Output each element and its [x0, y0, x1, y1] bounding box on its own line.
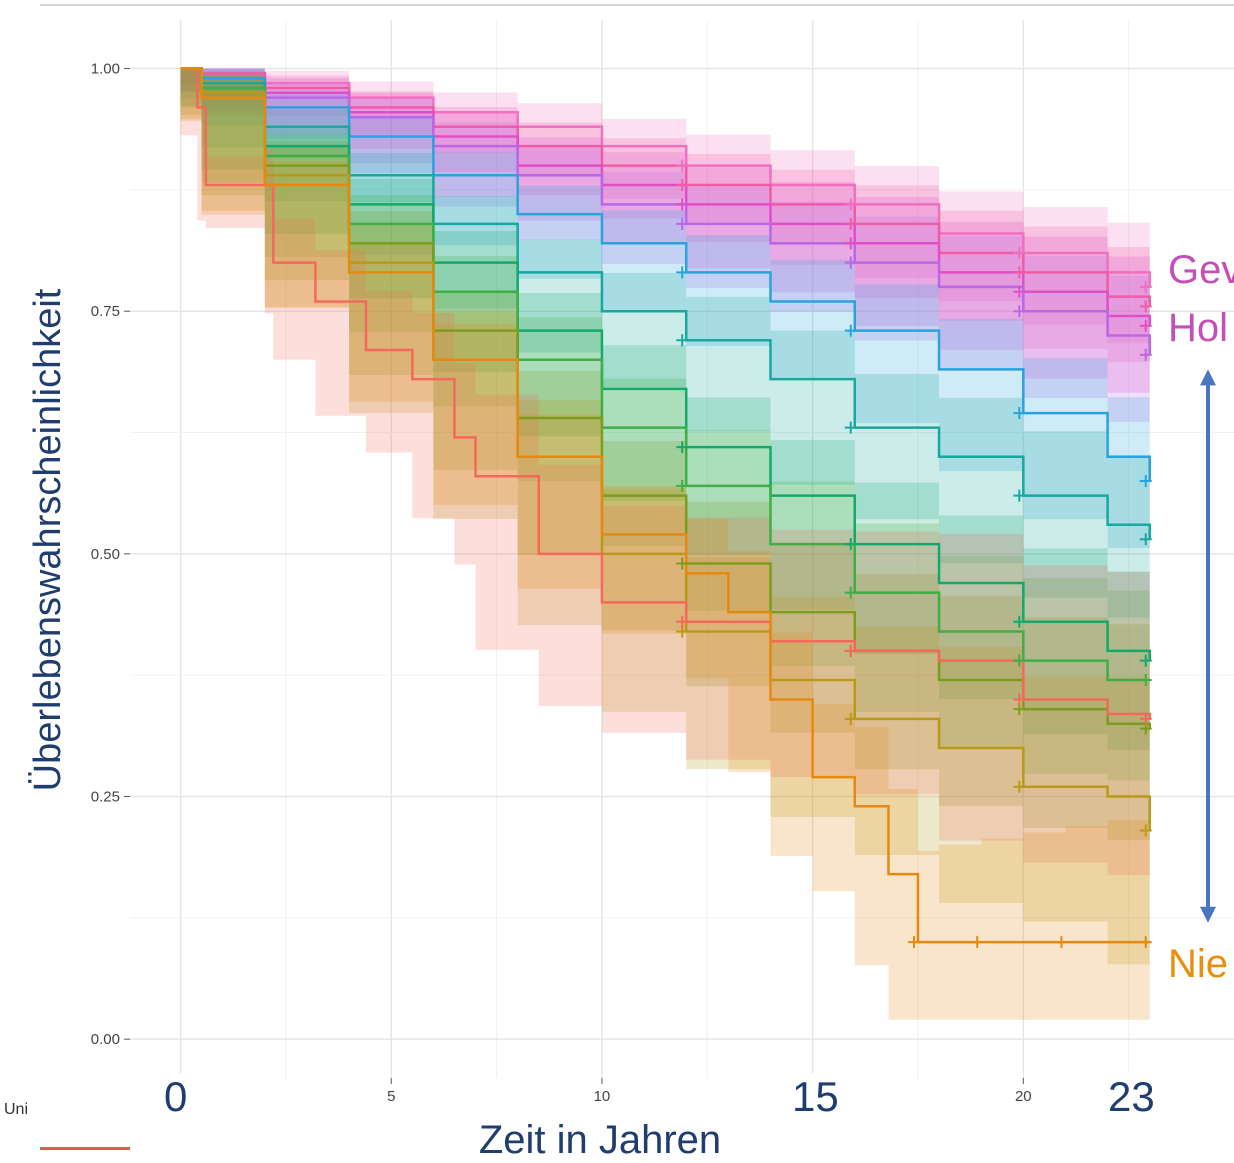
y-tick-label-4: 1.00 [91, 61, 120, 78]
annotation-high-line2: Hol [1168, 306, 1229, 350]
annotation-high-line1: Gev [1168, 248, 1234, 292]
band-4 [180, 68, 1150, 549]
censor-2-2 [844, 237, 857, 250]
censor-9-2 [844, 712, 857, 725]
range-arrow [1200, 369, 1216, 923]
band-0 [180, 68, 1150, 343]
y-tick-label-2: 0.50 [91, 546, 120, 563]
line-0 [180, 67, 1151, 287]
censor-7-0 [1139, 674, 1152, 687]
censor-4-0 [1139, 475, 1152, 488]
censor-0-1 [1013, 246, 1026, 259]
censor-1-3 [676, 179, 689, 192]
censor-0-3 [676, 159, 689, 172]
x-axis-label: Zeit in Jahren [478, 1118, 722, 1162]
big-x-label-0: 0 [158, 1073, 194, 1121]
footer-text: Uni [4, 1101, 29, 1118]
big-x-label-23: 23 [1102, 1073, 1161, 1121]
censor-1-2 [844, 217, 857, 230]
censor-0-0 [1139, 280, 1152, 293]
band-2 [180, 68, 1150, 393]
annotation-low: Nie [1168, 942, 1229, 986]
censor-2-3 [676, 198, 689, 211]
censor-0-2 [844, 198, 857, 211]
censor-6-1 [1013, 615, 1026, 628]
band-3 [180, 68, 1150, 422]
censor-7-2 [844, 586, 857, 599]
top-divider [40, 4, 1234, 6]
band-1 [180, 68, 1150, 363]
censor-6-2 [844, 538, 857, 551]
big-x-label-15: 15 [786, 1073, 845, 1121]
y-axis-label: Überlebenswahrscheinlichkeit [27, 288, 69, 792]
censor-marks [676, 159, 1152, 949]
x-tick-label-4: 20 [1015, 1088, 1032, 1105]
censor-11-2 [971, 936, 984, 949]
y-tick-label-1: 0.25 [91, 789, 120, 806]
censor-7-1 [1013, 654, 1026, 667]
censor-1-0 [1139, 300, 1152, 313]
censor-11-0 [1139, 936, 1152, 949]
censor-2-1 [1013, 285, 1026, 298]
x-ticks: 5 10 20 [180, 1078, 1032, 1105]
censor-4-1 [1013, 407, 1026, 420]
censor-4-3 [676, 266, 689, 279]
arrow-head-top [1200, 369, 1216, 386]
censor-5-3 [676, 334, 689, 347]
censor-11-1 [1055, 936, 1068, 949]
band-11 [180, 68, 1150, 1020]
y-ticks: 0.00 0.25 0.50 0.75 1.00 [91, 61, 130, 1048]
censor-11-3 [907, 936, 920, 949]
censor-1-1 [1013, 266, 1026, 279]
censor-10-3 [676, 615, 689, 628]
footer-accent-bar [40, 1147, 130, 1150]
line-5 [180, 67, 1151, 540]
plot-panel [130, 20, 1234, 1078]
censor-3-3 [676, 217, 689, 230]
censor-7-3 [676, 479, 689, 492]
confidence-bands [180, 68, 1150, 1020]
band-10 [180, 68, 1150, 876]
x-tick-label-1: 5 [387, 1088, 395, 1105]
censor-5-0 [1139, 533, 1152, 546]
censor-3-2 [844, 256, 857, 269]
censor-10-2 [844, 644, 857, 657]
band-5 [180, 68, 1150, 618]
line-11 [180, 67, 1150, 944]
censor-3-0 [1139, 348, 1152, 361]
censor-6-3 [676, 441, 689, 454]
censor-5-2 [844, 421, 857, 434]
y-tick-label-0: 0.00 [91, 1031, 120, 1048]
band-6 [180, 68, 1150, 750]
line-4 [180, 67, 1151, 482]
line-6 [180, 67, 1151, 661]
censor-10-1 [1013, 693, 1026, 706]
censor-6-0 [1139, 654, 1152, 667]
censor-10-0 [1139, 712, 1152, 725]
band-9 [180, 68, 1150, 965]
line-7 [180, 67, 1150, 682]
y-tick-label-3: 0.75 [91, 303, 120, 320]
censor-2-0 [1139, 319, 1152, 332]
band-7 [180, 68, 1150, 781]
censor-3-1 [1013, 305, 1026, 318]
censor-9-1 [1013, 780, 1026, 793]
censor-4-2 [844, 324, 857, 337]
x-tick-label-2: 10 [594, 1088, 611, 1105]
censor-8-3 [676, 557, 689, 570]
censor-9-0 [1139, 824, 1152, 837]
arrow-head-bottom [1200, 906, 1216, 923]
censor-5-1 [1013, 489, 1026, 502]
